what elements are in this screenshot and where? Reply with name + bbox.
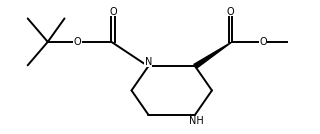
Text: O: O <box>259 37 267 47</box>
Text: NH: NH <box>189 116 204 126</box>
Text: N: N <box>145 57 152 67</box>
Text: O: O <box>109 7 117 17</box>
Polygon shape <box>194 42 232 68</box>
Text: O: O <box>74 37 81 47</box>
Text: O: O <box>227 7 234 17</box>
